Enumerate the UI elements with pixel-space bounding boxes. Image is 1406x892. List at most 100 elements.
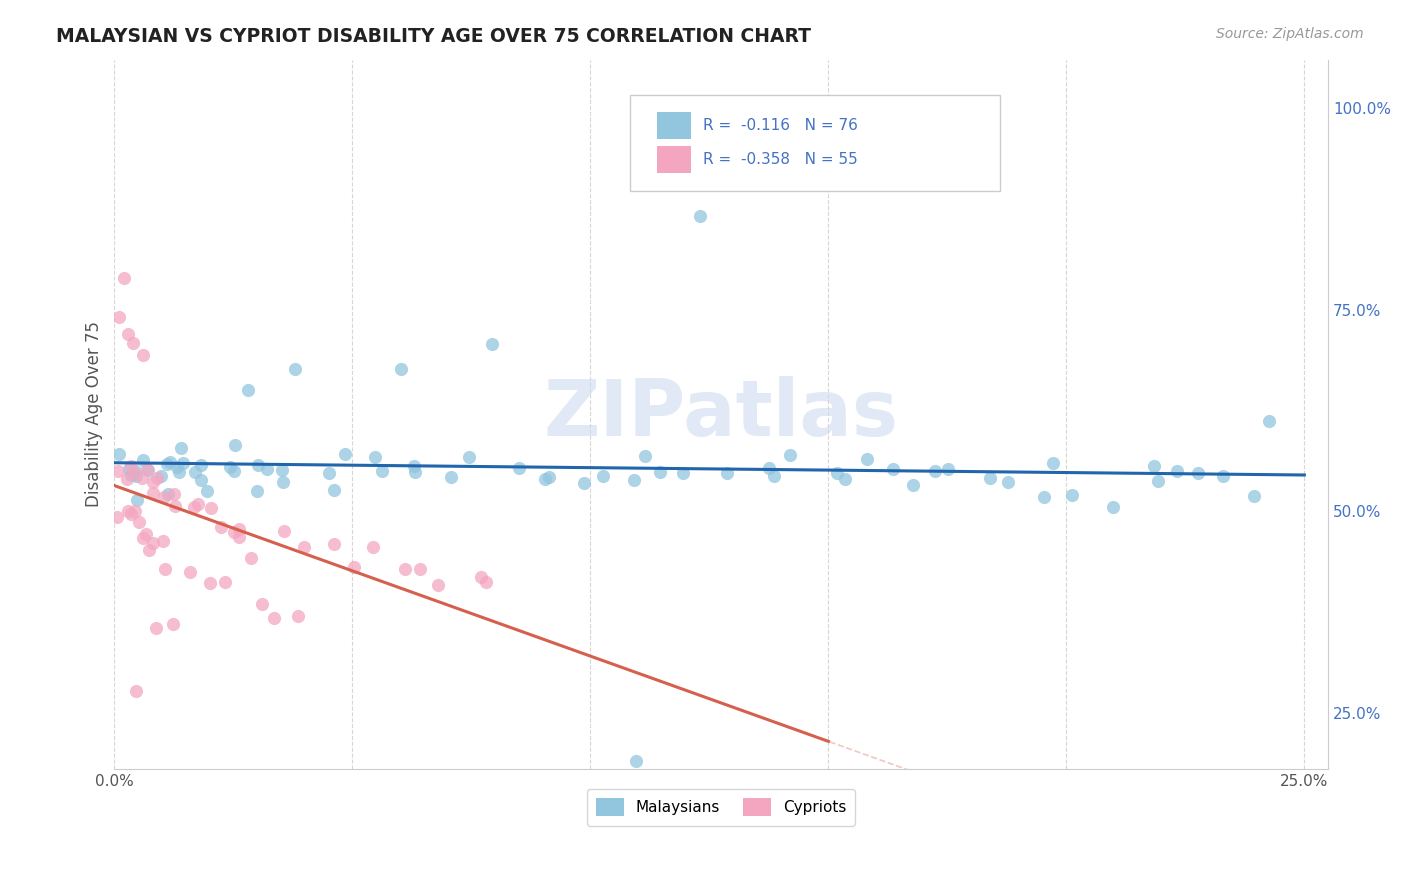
Point xyxy=(228,530,250,544)
Point xyxy=(117,472,139,486)
Point xyxy=(136,463,159,477)
Point xyxy=(117,504,139,518)
Text: ZIPatlas: ZIPatlas xyxy=(544,376,898,452)
Point xyxy=(107,464,129,478)
Point xyxy=(481,336,503,351)
Point xyxy=(121,336,143,351)
Point xyxy=(402,459,425,474)
Point xyxy=(156,487,179,501)
Point xyxy=(1187,467,1209,481)
Point xyxy=(364,450,387,464)
Point xyxy=(1258,414,1281,428)
Point xyxy=(224,464,246,478)
Point xyxy=(1042,456,1064,470)
Point xyxy=(1243,489,1265,503)
Point xyxy=(219,459,242,474)
Point xyxy=(343,560,366,574)
Point xyxy=(426,578,449,592)
Point xyxy=(409,562,432,576)
Point xyxy=(1143,459,1166,474)
Point xyxy=(1212,469,1234,483)
Point xyxy=(648,465,671,479)
Point xyxy=(318,466,340,480)
Point xyxy=(370,464,392,478)
Point xyxy=(127,493,149,508)
Point xyxy=(256,461,278,475)
Point xyxy=(184,465,207,479)
Point xyxy=(142,485,165,500)
Point xyxy=(825,466,848,480)
Point xyxy=(534,472,557,486)
Point xyxy=(183,500,205,515)
Point xyxy=(224,525,246,540)
Point xyxy=(200,576,222,591)
Point xyxy=(1147,474,1170,488)
Point xyxy=(200,501,222,516)
Point xyxy=(125,468,148,483)
Point xyxy=(162,617,184,632)
Point xyxy=(239,550,262,565)
Point xyxy=(716,466,738,480)
Point xyxy=(404,466,426,480)
Point xyxy=(1166,464,1188,478)
Point xyxy=(120,458,142,473)
Point xyxy=(214,575,236,590)
Point xyxy=(124,464,146,478)
Point xyxy=(135,526,157,541)
Point xyxy=(187,497,209,511)
Point xyxy=(394,562,416,576)
Point xyxy=(228,522,250,536)
Point xyxy=(156,457,179,471)
Point xyxy=(979,471,1001,485)
Point xyxy=(105,510,128,524)
Point xyxy=(224,438,246,452)
Point xyxy=(250,598,273,612)
Point xyxy=(901,478,924,492)
Point xyxy=(592,469,614,483)
Point xyxy=(159,455,181,469)
Point xyxy=(335,447,357,461)
Point xyxy=(163,487,186,501)
Text: MALAYSIAN VS CYPRIOT DISABILITY AGE OVER 75 CORRELATION CHART: MALAYSIAN VS CYPRIOT DISABILITY AGE OVER… xyxy=(56,27,811,45)
Point xyxy=(132,348,155,362)
Point xyxy=(209,519,232,533)
Point xyxy=(572,475,595,490)
Point xyxy=(153,490,176,504)
Point xyxy=(153,562,176,576)
FancyBboxPatch shape xyxy=(657,112,690,139)
Point xyxy=(882,462,904,476)
Text: R =  -0.116   N = 76: R = -0.116 N = 76 xyxy=(703,118,858,133)
Point xyxy=(173,456,195,470)
Point xyxy=(458,450,481,464)
Point xyxy=(142,475,165,489)
Point xyxy=(170,442,193,456)
Point xyxy=(163,500,186,514)
Point xyxy=(762,468,785,483)
Point xyxy=(834,472,856,486)
Point xyxy=(284,361,307,376)
Point xyxy=(624,754,647,768)
Point xyxy=(107,310,129,324)
Point xyxy=(138,542,160,557)
Point xyxy=(132,453,155,467)
Point xyxy=(623,474,645,488)
Point xyxy=(117,327,139,342)
Point xyxy=(246,483,269,498)
Point xyxy=(1033,490,1056,504)
Point xyxy=(122,466,145,480)
Point xyxy=(856,452,879,467)
Point xyxy=(323,483,346,497)
Point xyxy=(179,565,201,579)
Point xyxy=(475,574,498,589)
Point xyxy=(634,449,657,463)
Point xyxy=(389,362,412,376)
Point xyxy=(108,447,131,461)
Point xyxy=(112,271,135,285)
Point xyxy=(142,536,165,550)
Point xyxy=(236,383,259,397)
Point xyxy=(672,466,695,480)
Point xyxy=(287,609,309,624)
Point xyxy=(779,448,801,462)
Point xyxy=(135,462,157,476)
Point xyxy=(124,503,146,517)
